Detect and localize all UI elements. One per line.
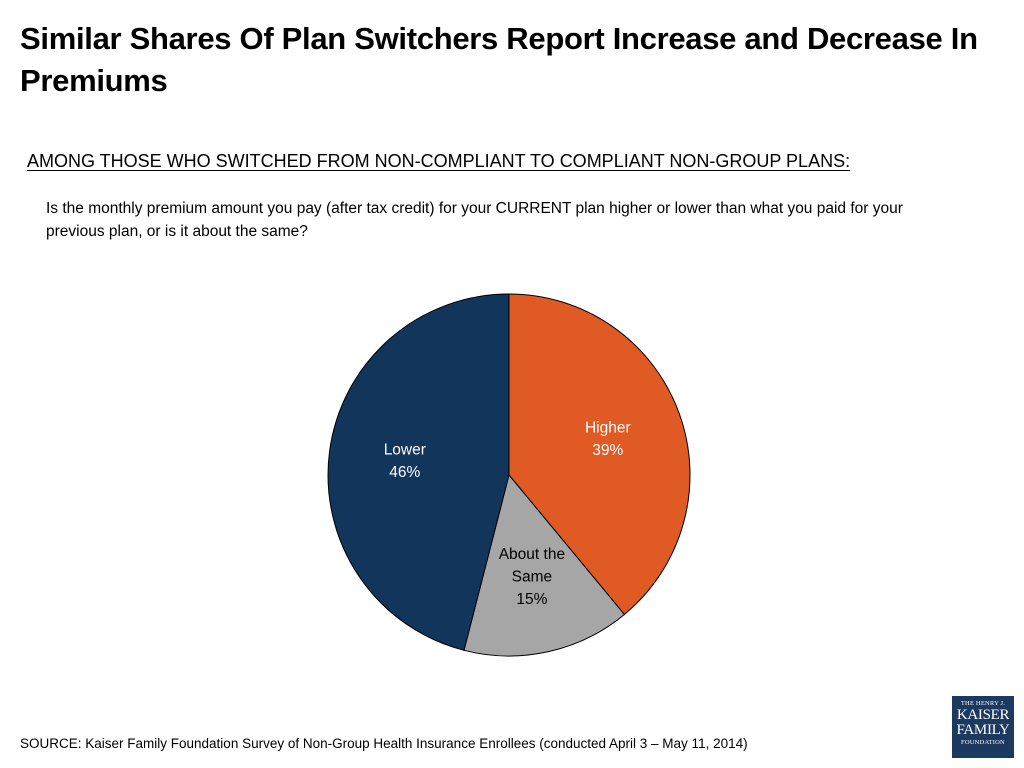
slice-value-same: 15% bbox=[516, 591, 547, 608]
logo-line-3: FAMILY bbox=[956, 722, 1010, 738]
slice-value-lower: 46% bbox=[389, 464, 420, 481]
slice-label-same: About the bbox=[499, 546, 565, 563]
kff-logo: THE HENRY J. KAISER FAMILY FOUNDATION bbox=[952, 696, 1014, 758]
slice-value-higher: 39% bbox=[592, 442, 623, 459]
pie-slice-higher bbox=[508, 293, 691, 616]
slice-label-lower: Lower bbox=[384, 442, 426, 459]
pie-slice-same bbox=[463, 473, 626, 657]
logo-line-1: THE HENRY J. bbox=[960, 700, 1006, 707]
slide-title: Similar Shares Of Plan Switchers Report … bbox=[20, 21, 978, 98]
survey-question: Is the monthly premium amount you pay (a… bbox=[46, 200, 903, 240]
slice-label-same: Same bbox=[512, 569, 553, 586]
slice-label-higher: Higher bbox=[585, 419, 631, 436]
source-note: SOURCE: Kaiser Family Foundation Survey … bbox=[20, 736, 748, 751]
chart-subtitle: AMONG THOSE WHO SWITCHED FROM NON-COMPLI… bbox=[27, 151, 851, 171]
pie-slice-lower bbox=[327, 293, 510, 651]
logo-line-4: FOUNDATION bbox=[961, 739, 1005, 746]
logo-line-2: KAISER bbox=[956, 707, 1010, 723]
